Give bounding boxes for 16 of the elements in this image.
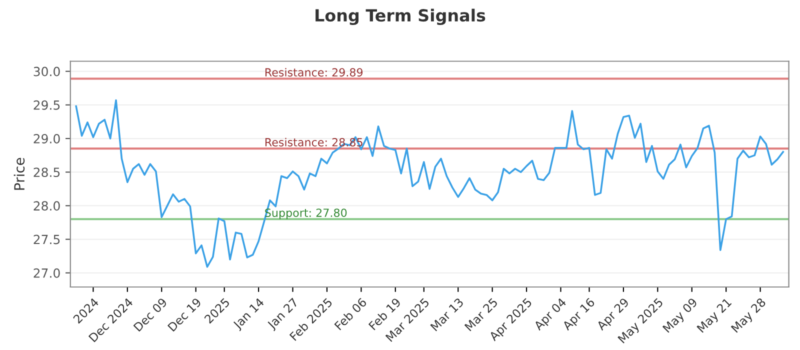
- y-tick-label: 28.5: [34, 168, 60, 178]
- y-tick-label: 27.5: [34, 234, 60, 244]
- y-tick-label: 27.0: [34, 268, 60, 278]
- ref-line-label: Resistance: 29.89: [265, 68, 363, 77]
- y-tick-label: 29.0: [34, 134, 60, 144]
- x-tick-label: Jan 14: [232, 297, 266, 332]
- y-tick-label: 30.0: [34, 66, 60, 76]
- y-axis-title: Price: [14, 158, 25, 190]
- x-tick-label: Feb 06: [334, 297, 368, 330]
- x-tick-label: Dec 09: [133, 297, 168, 332]
- line-series: [75, 99, 784, 268]
- x-tick-label: Mar 13: [430, 298, 464, 332]
- y-tick-label: 28.0: [34, 201, 60, 211]
- chart-title: Long Term Signals: [316, 8, 486, 26]
- y-tick-label: 29.5: [34, 100, 60, 110]
- x-tick-label: Dec 19: [167, 297, 202, 332]
